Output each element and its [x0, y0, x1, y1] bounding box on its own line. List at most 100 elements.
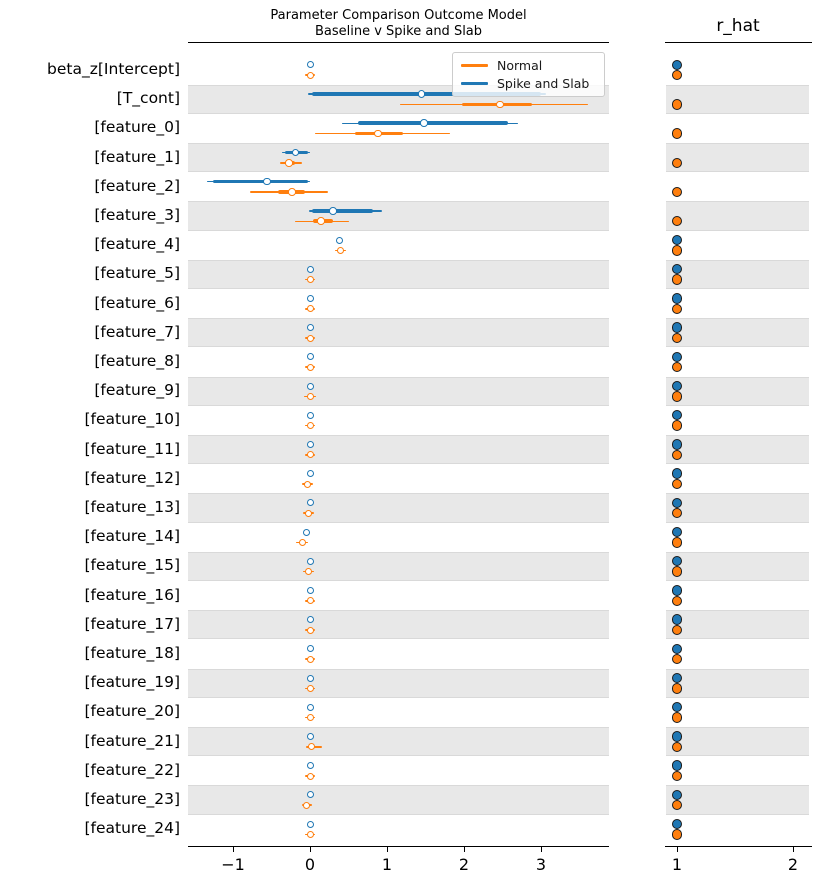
row-band-right	[666, 610, 809, 640]
left-top-spine	[188, 42, 609, 44]
rhat-dot-normal	[671, 245, 683, 256]
row-band-left	[188, 610, 609, 640]
y-axis-label: [feature_16]	[84, 585, 180, 604]
legend-entry: Normal	[461, 58, 596, 73]
forest-point-marker	[306, 626, 314, 634]
x-tick	[464, 847, 466, 852]
rhat-dot-normal	[671, 216, 683, 227]
rhat-dot-spike	[671, 264, 683, 275]
rhat-dot-spike	[671, 234, 683, 246]
forest-point-marker	[306, 470, 314, 478]
forest-point-marker	[306, 820, 314, 828]
forest-point-marker	[306, 440, 314, 448]
row-band-left	[188, 435, 609, 465]
y-axis-label: [T_cont]	[116, 89, 180, 108]
forest-point-marker	[306, 363, 314, 371]
legend-label: Normal	[497, 57, 543, 73]
x-tick	[387, 847, 389, 852]
y-axis-label: [feature_14]	[84, 527, 180, 546]
forest-point-marker	[306, 830, 314, 838]
forest-median-dot	[373, 129, 382, 138]
rhat-dot-spike	[671, 731, 683, 742]
x-tick-label: −1	[221, 855, 245, 874]
forest-iqr-line	[311, 92, 541, 96]
forest-point-marker	[298, 538, 306, 546]
forest-median-dot	[496, 100, 504, 109]
plot-title-line2: Baseline v Spike and Slab	[314, 24, 483, 39]
row-band-right	[666, 493, 809, 523]
forest-median-dot	[263, 177, 271, 186]
y-axis-label: [feature_5]	[94, 264, 180, 283]
rhat-dot-normal	[671, 508, 683, 519]
rhat-dot-spike	[671, 59, 683, 70]
rhat-dot-normal	[671, 274, 683, 285]
forest-point-marker	[306, 703, 314, 711]
plot-title-line1: Parameter Comparison Outcome Model	[270, 8, 527, 23]
forest-point-marker	[306, 353, 314, 361]
rhat-dot-normal	[671, 449, 683, 460]
forest-point-marker	[306, 645, 314, 653]
forest-point-marker	[306, 762, 314, 770]
rhat-bottom-spine	[665, 846, 812, 848]
legend-swatch-icon	[461, 63, 488, 67]
forest-point-marker	[306, 655, 314, 663]
forest-point-marker	[304, 480, 312, 488]
forest-point-marker	[308, 743, 316, 751]
forest-point-marker	[306, 382, 314, 390]
rhat-dot-spike	[671, 322, 683, 333]
forest-point-marker	[306, 305, 314, 313]
y-axis-label: [feature_23]	[84, 790, 180, 808]
row-band-right	[666, 201, 809, 231]
rhat-x-tick	[677, 847, 679, 852]
legend-entry: Spike and Slab	[461, 76, 596, 91]
y-axis-label: [feature_19]	[84, 673, 180, 692]
row-band-right	[666, 785, 809, 815]
forest-median-dot	[420, 119, 428, 127]
forest-point-marker	[306, 451, 314, 459]
y-axis-label: [feature_12]	[84, 468, 180, 487]
rhat-dot-normal	[671, 829, 683, 840]
forest-point-marker	[306, 61, 314, 69]
row-band-left	[188, 493, 609, 523]
forest-point-marker	[306, 499, 314, 507]
y-axis-label: [feature_22]	[84, 760, 180, 779]
legend: Normal Spike and Slab	[452, 52, 605, 97]
y-axis-label: [feature_0]	[94, 118, 180, 137]
rhat-dot-normal	[671, 362, 683, 373]
row-band-left	[188, 376, 609, 406]
rhat-dot-spike	[671, 789, 683, 800]
forest-iqr-line	[212, 179, 308, 184]
rhat-dot-normal	[671, 70, 683, 81]
rhat-dot-normal	[671, 157, 683, 168]
row-band-right	[666, 259, 809, 289]
forest-point-marker	[306, 324, 314, 332]
row-band-right	[666, 376, 809, 406]
x-tick	[310, 847, 312, 852]
rhat-dot-normal	[671, 800, 683, 811]
forest-point-marker	[306, 684, 314, 692]
forest-point-marker	[306, 265, 314, 273]
rhat-dot-normal	[671, 537, 683, 548]
rhat-dot-spike	[671, 410, 683, 421]
rhat-x-tick-label: 1	[671, 855, 683, 874]
forest-median-dot	[291, 148, 300, 157]
rhat-dot-normal	[671, 332, 683, 344]
left-bottom-spine	[188, 846, 609, 848]
row-band-left	[188, 668, 609, 698]
rhat-dot-spike	[671, 672, 683, 684]
forest-point-marker	[306, 557, 314, 565]
y-axis-label: [feature_8]	[94, 352, 180, 370]
forest-point-marker	[306, 597, 314, 605]
rhat-dot-spike	[671, 293, 683, 304]
rhat-dot-normal	[671, 770, 683, 782]
rhat-dot-normal	[671, 683, 683, 694]
rhat-dot-normal	[671, 712, 683, 723]
forest-point-marker	[306, 422, 314, 430]
rhat-dot-spike	[671, 614, 683, 625]
forest-point-marker	[335, 236, 343, 244]
rhat-dot-spike	[671, 760, 683, 771]
forest-point-marker	[306, 392, 314, 400]
rhat-dot-spike	[671, 468, 683, 479]
rhat-dot-spike	[671, 497, 683, 508]
